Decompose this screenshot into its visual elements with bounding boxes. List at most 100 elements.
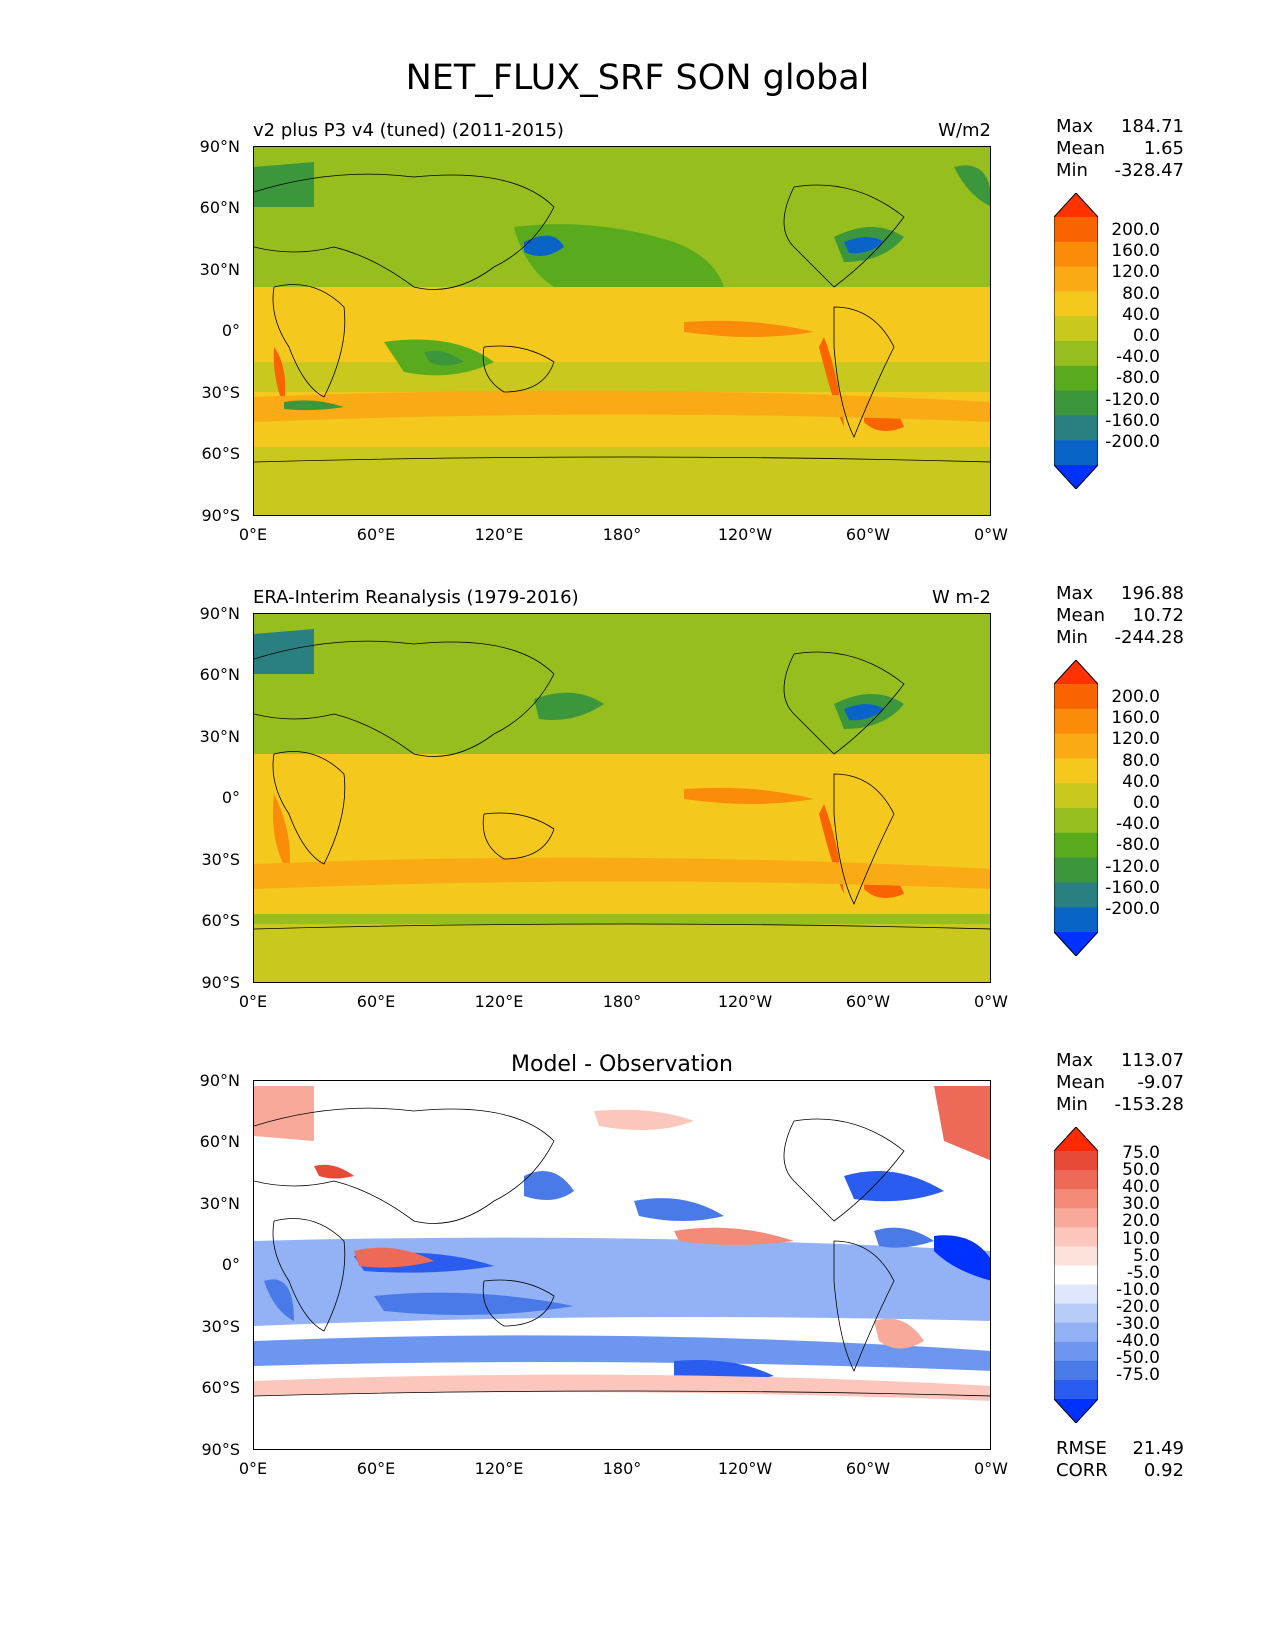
panel-observation: ERA-Interim Reanalysis (1979-2016) W m-2 xyxy=(0,467,1275,1011)
stat-min: -328.47 xyxy=(1114,160,1184,181)
stat-label: Mean xyxy=(1056,1072,1106,1093)
colorbar-segment xyxy=(1054,808,1098,834)
colorbar-tick-label: 0.0 xyxy=(1132,326,1160,346)
map-plot xyxy=(253,1080,991,1450)
colorbar-segment xyxy=(1054,1246,1098,1266)
colorbar-segment xyxy=(1054,1322,1098,1343)
stat-label: Min xyxy=(1056,627,1088,648)
lon-label: 0°W xyxy=(974,525,1008,544)
colorbar-tick-label: -120.0 xyxy=(1105,856,1160,877)
lon-label: 180° xyxy=(602,525,642,544)
colorbar-extend-bottom xyxy=(1054,1399,1098,1423)
colorbar-segment xyxy=(1054,857,1098,883)
colorbar xyxy=(1053,192,1099,493)
stats-block: Max 113.07 Mean -9.07 Min -153.28 xyxy=(1056,1050,1184,1116)
colorbar-svg xyxy=(1053,1126,1099,1424)
lon-label: 0°E xyxy=(238,525,268,544)
lon-label: 60°W xyxy=(845,1459,891,1478)
colorbar-tick-label: 80.0 xyxy=(1122,283,1160,304)
lat-label: 60°N xyxy=(199,1132,240,1151)
colorbar-tick-label: 160.0 xyxy=(1111,241,1160,262)
stat-label: Max xyxy=(1056,1050,1094,1071)
colorbar-tick-label: -40.0 xyxy=(1116,347,1160,368)
colorbar-tick-label: 160.0 xyxy=(1111,708,1160,729)
lat-label: 0° xyxy=(221,788,240,807)
colorbar-tick-label: 200.0 xyxy=(1111,220,1160,240)
colorbar-tick-label: 40.0 xyxy=(1122,304,1160,325)
colorbar-tick-label: -80.0 xyxy=(1116,835,1160,856)
northern-region xyxy=(254,147,990,287)
colorbar-segment xyxy=(1054,783,1098,809)
lon-label: 120°E xyxy=(474,1459,524,1478)
lat-label: 60°S xyxy=(201,444,240,463)
lon-label: 60°E xyxy=(356,525,396,544)
colorbar-segment xyxy=(1054,415,1098,441)
lon-label: 60°E xyxy=(356,1459,396,1478)
colorbar-segment xyxy=(1054,1379,1098,1400)
colorbar-segment xyxy=(1054,1170,1098,1190)
colorbar-tick-label: 40.0 xyxy=(1122,771,1160,792)
colorbar-tick-label: -40.0 xyxy=(1116,814,1160,835)
panel-units: W/m2 xyxy=(938,120,991,141)
colorbar-segment xyxy=(1054,882,1098,908)
colorbar-extend-top xyxy=(1054,660,1098,684)
lat-label: 0° xyxy=(221,321,240,340)
map-svg xyxy=(254,147,990,515)
panel-model: v2 plus P3 v4 (tuned) (2011-2015) W/m2 xyxy=(0,0,1275,544)
colorbar-tick-label: 80.0 xyxy=(1122,750,1160,771)
lon-label: 120°W xyxy=(717,525,773,544)
colorbar-extend-top xyxy=(1054,193,1098,217)
colorbar-extend-top xyxy=(1054,1127,1098,1151)
colorbar-segment xyxy=(1054,832,1098,859)
gulf-stream xyxy=(844,237,884,254)
stat-label: Min xyxy=(1056,160,1088,181)
panel-difference: Model - Observation xyxy=(0,934,1275,1481)
colorbar xyxy=(1053,1126,1099,1427)
colorbar-tick-label: 120.0 xyxy=(1111,729,1160,750)
colorbar-extend-bottom xyxy=(1054,465,1098,489)
stat-min: -244.28 xyxy=(1114,627,1184,648)
panel-title: ERA-Interim Reanalysis (1979-2016) xyxy=(253,587,579,608)
lat-label: 30°N xyxy=(199,727,240,746)
map-svg xyxy=(254,614,990,982)
colorbar-tick-label: -120.0 xyxy=(1105,389,1160,410)
colorbar-segment xyxy=(1054,440,1098,466)
colorbar-tick-label: -200.0 xyxy=(1105,432,1160,452)
colorbar-segment xyxy=(1054,1303,1098,1324)
lat-label: 60°S xyxy=(201,1378,240,1397)
lon-label: 180° xyxy=(602,992,642,1011)
lat-label: 90°S xyxy=(201,973,240,992)
stat-max: 113.07 xyxy=(1121,1050,1184,1071)
colorbar-tick-label: -30.0 xyxy=(1116,1314,1160,1334)
colorbar-tick-label: -160.0 xyxy=(1105,877,1160,898)
lat-label: 30°N xyxy=(199,260,240,279)
stat-mean: 10.72 xyxy=(1132,605,1184,626)
panel-units: W m-2 xyxy=(931,587,991,608)
colorbar-tick-label: 30.0 xyxy=(1122,1194,1160,1215)
colorbar-segment xyxy=(1054,1189,1098,1209)
colorbar-tick-label: -20.0 xyxy=(1116,1296,1160,1317)
colorbar-segment xyxy=(1054,684,1098,710)
colorbar-tick-label: -40.0 xyxy=(1116,1331,1160,1352)
colorbar-segment xyxy=(1054,1341,1098,1362)
colorbar-tick-label: 200.0 xyxy=(1111,687,1160,707)
lon-label: 0°W xyxy=(974,1459,1008,1478)
colorbar-segment xyxy=(1054,1360,1098,1381)
colorbar-tick-label: -200.0 xyxy=(1105,899,1160,919)
colorbar-segment xyxy=(1054,1151,1098,1171)
lat-label: 90°S xyxy=(201,1440,240,1459)
lon-label: 180° xyxy=(602,1459,642,1478)
coastlines xyxy=(254,173,990,463)
rmse-corr-block: RMSE 21.49 CORR 0.92 xyxy=(1056,1438,1184,1482)
map-plot xyxy=(253,146,991,516)
colorbar-tick-label: 5.0 xyxy=(1132,1245,1160,1266)
colorbar-extend-bottom xyxy=(1054,932,1098,956)
lon-label: 0°W xyxy=(974,992,1008,1011)
lat-label: 90°S xyxy=(201,506,240,525)
colorbar-tick-label: -50.0 xyxy=(1116,1348,1160,1369)
colorbar-segment xyxy=(1054,266,1098,292)
colorbar-segment xyxy=(1054,708,1098,735)
colorbar-segment xyxy=(1054,217,1098,243)
colorbar-tick-label: 120.0 xyxy=(1111,262,1160,283)
kuroshio xyxy=(524,235,564,256)
